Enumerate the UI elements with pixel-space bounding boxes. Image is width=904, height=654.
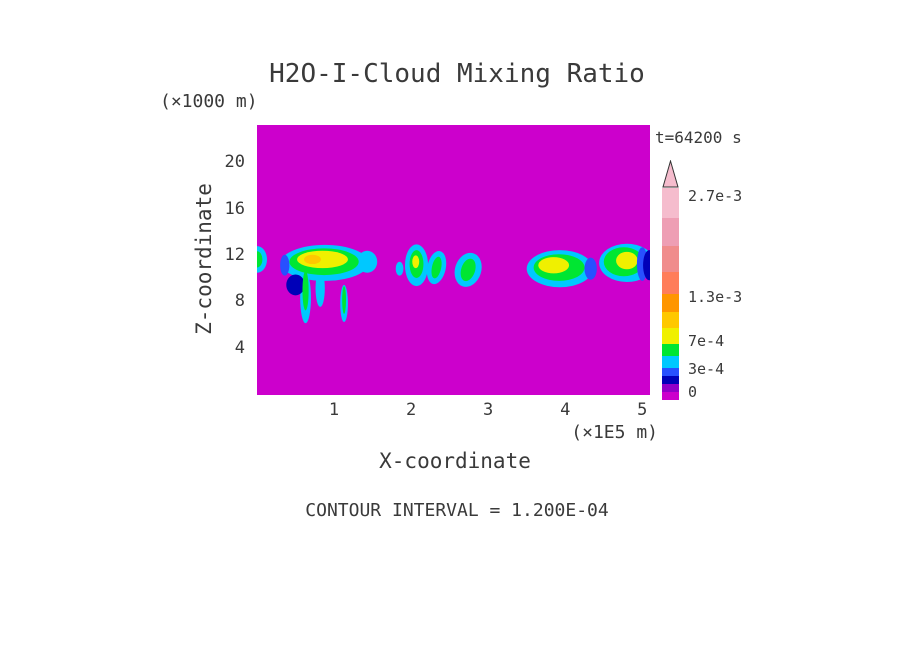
colorbar-segment-2 <box>662 384 679 392</box>
cloud-contour-central-cloud-a <box>431 256 442 279</box>
y-tick-label-12: 12 <box>224 244 245 265</box>
colorbar-segment-1 <box>662 392 679 400</box>
colorbar-segment-13 <box>662 188 679 218</box>
colorbar-label-3e-4: 3e-4 <box>688 360 725 379</box>
colorbar-segment-3 <box>662 376 679 384</box>
cloud-contour-large-west-cloud <box>302 271 309 311</box>
colorbar-arrow-shape <box>662 160 679 188</box>
colorbar-label-0: 0 <box>688 383 698 402</box>
cloud-contour-central-cloud-b <box>460 258 476 282</box>
colorbar-segment-11 <box>662 246 679 272</box>
cloud-contour-east-cloud-b <box>616 251 638 270</box>
colorbar-segment-5 <box>662 356 679 368</box>
x-axis-units-label: (×1E5 m) <box>571 422 658 443</box>
colorbar-label-1.3e-3: 1.3e-3 <box>688 288 743 307</box>
x-axis-label: X-coordinate <box>379 449 531 473</box>
contour-field <box>257 125 650 395</box>
colorbar-segment-4 <box>662 368 679 376</box>
cloud-contour-west-edge-wisp <box>257 251 263 268</box>
x-tick-label-5: 5 <box>637 400 648 420</box>
cloud-contour-east-cloud-a <box>538 257 570 274</box>
colorbar-segment-10 <box>662 272 679 294</box>
cloud-contour-large-west-cloud <box>286 274 305 296</box>
plot-area <box>257 125 650 395</box>
colorbar-label-7e-4: 7e-4 <box>688 331 725 350</box>
cloud-contour-large-west-cloud <box>357 250 378 273</box>
cloud-contour-central-cloud-a <box>412 255 420 269</box>
y-tick-label-4: 4 <box>234 337 245 358</box>
cloud-contour-east-cloud-b <box>643 250 650 281</box>
cloud-contour-large-west-cloud <box>280 254 290 276</box>
chart-title: H2O-I-Cloud Mixing Ratio <box>269 59 645 89</box>
colorbar-label-2.7e-3: 2.7e-3 <box>688 187 743 205</box>
colorbar-segment-9 <box>662 294 679 312</box>
contour-interval-note: CONTOUR INTERVAL = 1.200E-04 <box>305 500 609 521</box>
y-tick-label-20: 20 <box>224 152 245 173</box>
cloud-contour-large-west-cloud <box>342 286 347 314</box>
colorbar-arrow-icon <box>662 160 679 188</box>
y-tick-label-16: 16 <box>224 198 245 219</box>
x-tick-label-2: 2 <box>405 400 417 420</box>
colorbar-segment-8 <box>662 312 679 328</box>
colorbar-segment-12 <box>662 218 679 246</box>
x-tick-label-3: 3 <box>483 400 494 420</box>
colorbar-segment-7 <box>662 328 679 344</box>
y-tick-label-8: 8 <box>234 291 245 312</box>
cloud-contour-large-west-cloud <box>315 269 325 307</box>
x-tick-label-1: 1 <box>328 400 340 420</box>
x-tick-label-4: 4 <box>560 400 571 420</box>
y-axis-units-label: (×1000 m) <box>160 91 258 112</box>
cloud-contour-east-cloud-a <box>584 257 597 280</box>
time-label: t=64200 s <box>655 128 742 147</box>
cloud-contour-mid-wisp <box>395 261 404 276</box>
cloud-contour-large-west-cloud <box>304 254 321 265</box>
colorbar <box>662 160 679 400</box>
colorbar-segment-6 <box>662 344 679 356</box>
